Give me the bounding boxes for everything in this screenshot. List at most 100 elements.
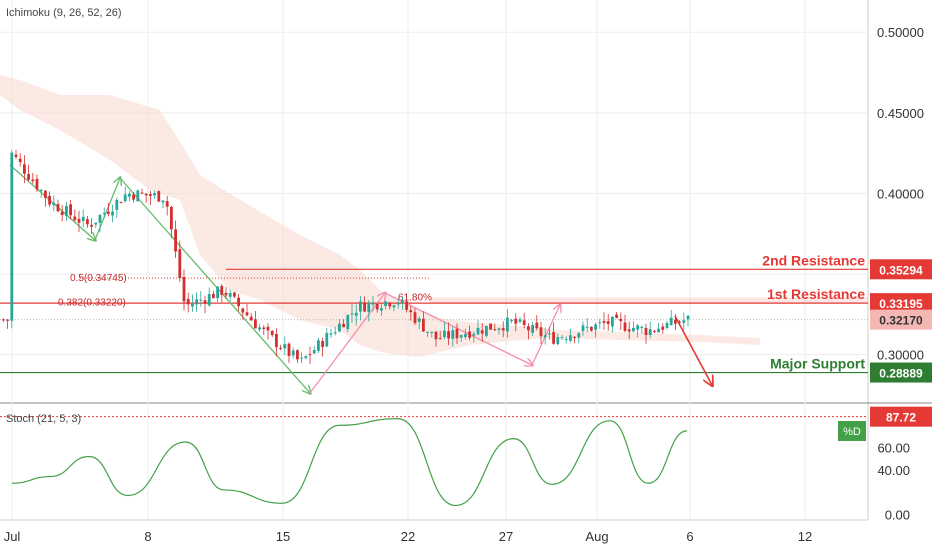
candle-body bbox=[136, 190, 140, 202]
current-price-tag-text: 0.32170 bbox=[879, 314, 923, 328]
candle-body bbox=[300, 357, 303, 359]
price-tick-label: 0.45000 bbox=[877, 106, 924, 121]
candle-body bbox=[39, 190, 43, 192]
candle-body bbox=[674, 319, 677, 324]
time-tick-label: 8 bbox=[144, 529, 151, 544]
candle-body bbox=[119, 202, 123, 204]
candle-body bbox=[123, 194, 127, 202]
candle-body bbox=[73, 216, 77, 221]
candle-body bbox=[161, 200, 165, 203]
candle-body bbox=[98, 214, 102, 223]
candle-body bbox=[329, 333, 333, 335]
stoch-d-line bbox=[11, 417, 688, 507]
pct-d-badge bbox=[838, 421, 866, 441]
candle-body bbox=[417, 318, 421, 323]
candle-body bbox=[304, 356, 308, 359]
time-tick-label: 6 bbox=[686, 529, 693, 544]
candle-body bbox=[325, 333, 329, 347]
arrow-down-2 bbox=[119, 177, 310, 393]
candle-body bbox=[258, 327, 261, 330]
candle-body bbox=[90, 224, 93, 227]
candle-body bbox=[149, 194, 152, 197]
candle-body bbox=[10, 152, 14, 321]
candle-body bbox=[581, 325, 585, 331]
candle-body bbox=[23, 164, 26, 174]
candle-body bbox=[191, 303, 194, 307]
candle-body bbox=[665, 323, 669, 328]
candle-body bbox=[254, 319, 257, 329]
candle-body bbox=[627, 329, 631, 332]
resistance-2-tag-bg bbox=[870, 259, 932, 280]
price-tick-label: 0.40000 bbox=[877, 186, 924, 201]
candle-body bbox=[401, 300, 404, 303]
candle-body bbox=[560, 337, 564, 339]
resistance-2-tag-text: 0.35294 bbox=[879, 263, 923, 277]
candle-body bbox=[170, 206, 173, 230]
candle-body bbox=[18, 158, 22, 163]
candle-body bbox=[107, 211, 110, 214]
candle-body bbox=[590, 326, 593, 331]
candle-body bbox=[577, 333, 581, 338]
candle-body bbox=[464, 333, 467, 338]
candle-body bbox=[153, 192, 156, 196]
candle-body bbox=[422, 318, 425, 332]
candle-body bbox=[447, 331, 450, 339]
candle-body bbox=[212, 293, 215, 299]
candle-body bbox=[132, 194, 135, 200]
candle-body bbox=[317, 340, 320, 351]
time-tick-label: 27 bbox=[499, 529, 513, 544]
time-tick-label: Aug bbox=[585, 529, 608, 544]
candle-body bbox=[195, 299, 198, 305]
trend-arrows bbox=[9, 164, 712, 393]
stoch-label[interactable]: Stoch (21, 5, 3) bbox=[6, 413, 81, 425]
candle-body bbox=[405, 301, 408, 310]
fib-618-label: 61.80% bbox=[398, 292, 432, 303]
time-axis[interactable]: Jul 8 15 22 27 Aug 6 12 bbox=[4, 529, 813, 544]
candle-body bbox=[510, 319, 513, 321]
candle-body bbox=[144, 193, 148, 196]
indicator-label[interactable]: Ichimoku (9, 26, 52, 26) bbox=[6, 7, 122, 19]
candle-body bbox=[426, 331, 429, 333]
candle-body bbox=[506, 317, 509, 332]
candle-body bbox=[585, 326, 589, 328]
resistance-2-label: 2nd Resistance bbox=[762, 252, 865, 268]
candle-body bbox=[531, 324, 534, 333]
candle-body bbox=[275, 333, 278, 348]
candle-body bbox=[77, 218, 81, 223]
candle-body bbox=[262, 327, 266, 329]
candle-body bbox=[35, 178, 39, 190]
candle-body bbox=[60, 211, 64, 216]
candle-body bbox=[233, 292, 236, 297]
candle-body bbox=[81, 216, 85, 221]
candle-body bbox=[682, 320, 686, 323]
candle-body bbox=[203, 300, 207, 304]
candle-body bbox=[102, 213, 106, 215]
candle-body bbox=[602, 321, 606, 323]
candle-body bbox=[128, 193, 131, 197]
price-axis[interactable]: 0.50000 0.45000 0.40000 0.30000 60.00 40.00 0.… bbox=[877, 25, 924, 522]
candle-body bbox=[384, 301, 387, 307]
candle-body bbox=[14, 154, 18, 158]
candle-body bbox=[65, 205, 68, 216]
candle-body bbox=[640, 327, 644, 329]
arrow-up-1 bbox=[94, 178, 120, 241]
candle-body bbox=[430, 331, 434, 333]
candle-body bbox=[615, 314, 618, 318]
stoch-tag-text: 87.72 bbox=[886, 411, 916, 425]
plot-background bbox=[0, 0, 868, 520]
candle-body bbox=[623, 322, 627, 331]
candle-body bbox=[476, 327, 480, 335]
candle-body bbox=[308, 354, 312, 356]
candle-body bbox=[165, 201, 169, 207]
candle-body bbox=[2, 319, 5, 321]
candle-body bbox=[283, 344, 287, 349]
time-tick-label: 15 bbox=[276, 529, 290, 544]
projected-arrow bbox=[674, 315, 712, 385]
fib-0382-label: 0.382(0.33220) bbox=[58, 298, 126, 309]
stochastic-pane: %D bbox=[11, 417, 866, 507]
candle-body bbox=[287, 343, 291, 356]
support-label: Major Support bbox=[770, 356, 865, 372]
candle-body bbox=[216, 286, 219, 299]
resistance-1-tag-bg bbox=[870, 293, 932, 314]
